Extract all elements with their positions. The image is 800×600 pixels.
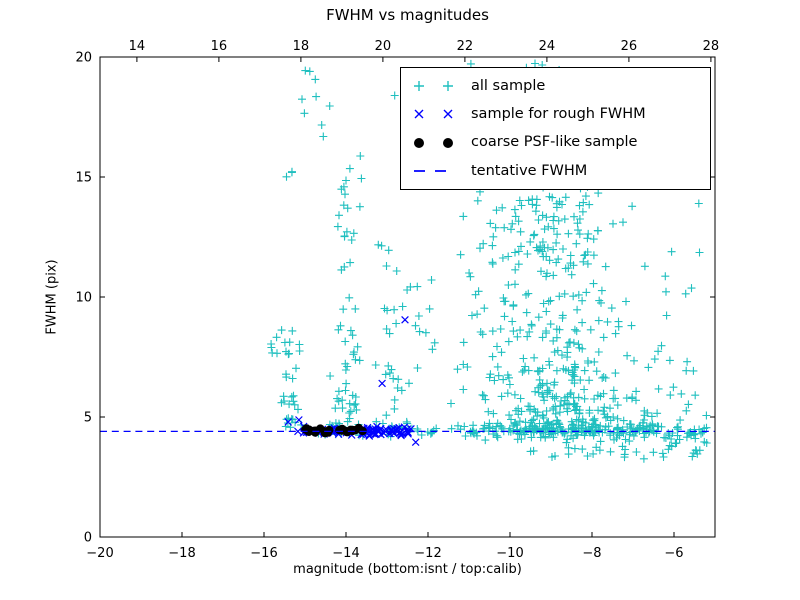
x-tick-label-top: 26	[621, 39, 638, 54]
x-axis-label: magnitude (bottom:isnt / top:calib)	[293, 562, 522, 577]
psf-dot	[301, 425, 310, 434]
x-tick-label-bottom: −16	[250, 546, 277, 561]
legend-label-rough-fwhm: sample for rough FWHM	[471, 106, 646, 123]
dot-marker-icon	[414, 137, 453, 148]
x-tick-label-top: 18	[293, 39, 310, 54]
legend: all sample sample for rough FWHM coarse …	[400, 67, 711, 190]
x-tick-label-top: 28	[703, 39, 720, 54]
y-tick-label: 20	[75, 51, 92, 66]
y-tick-label: 0	[84, 531, 92, 546]
x-tick-label-top: 14	[129, 39, 146, 54]
x-tick-label-bottom: −8	[582, 546, 601, 561]
y-axis-label: FWHM (pix)	[44, 259, 60, 335]
x-tick-label-top: 24	[539, 39, 556, 54]
x-marker-icon	[414, 109, 453, 119]
legend-item-all-sample: all sample	[407, 73, 710, 99]
chart-title: FWHM vs magnitudes	[326, 6, 489, 24]
x-tick-label-bottom: −14	[332, 546, 359, 561]
y-tick-label: 10	[75, 291, 92, 306]
legend-label-tentative-fwhm: tentative FWHM	[471, 162, 588, 179]
x-tick-label-bottom: −10	[496, 546, 523, 561]
tick-marks	[99, 56, 715, 538]
x-tick-label-bottom: −12	[414, 546, 441, 561]
y-tick-label: 15	[75, 171, 92, 186]
legend-item-rough-fwhm: sample for rough FWHM	[407, 101, 710, 127]
legend-item-psf-sample: coarse PSF-like sample	[407, 130, 710, 156]
x-tick-label-bottom: −6	[664, 546, 683, 561]
dashed-line-icon	[414, 169, 446, 172]
legend-label-psf-sample: coarse PSF-like sample	[471, 134, 638, 151]
psf-dot	[348, 425, 358, 435]
x-tick-label-bottom: −20	[86, 546, 113, 561]
x-tick-label-bottom: −18	[168, 546, 195, 561]
x-tick-label-top: 20	[375, 39, 392, 54]
plus-marker-icon	[414, 81, 453, 92]
x-tick-label-top: 22	[457, 39, 474, 54]
legend-item-tentative-fwhm: tentative FWHM	[407, 158, 710, 184]
legend-label-all-sample: all sample	[471, 77, 546, 94]
x-tick-label-top: 16	[211, 39, 228, 54]
y-tick-label: 5	[84, 411, 92, 426]
